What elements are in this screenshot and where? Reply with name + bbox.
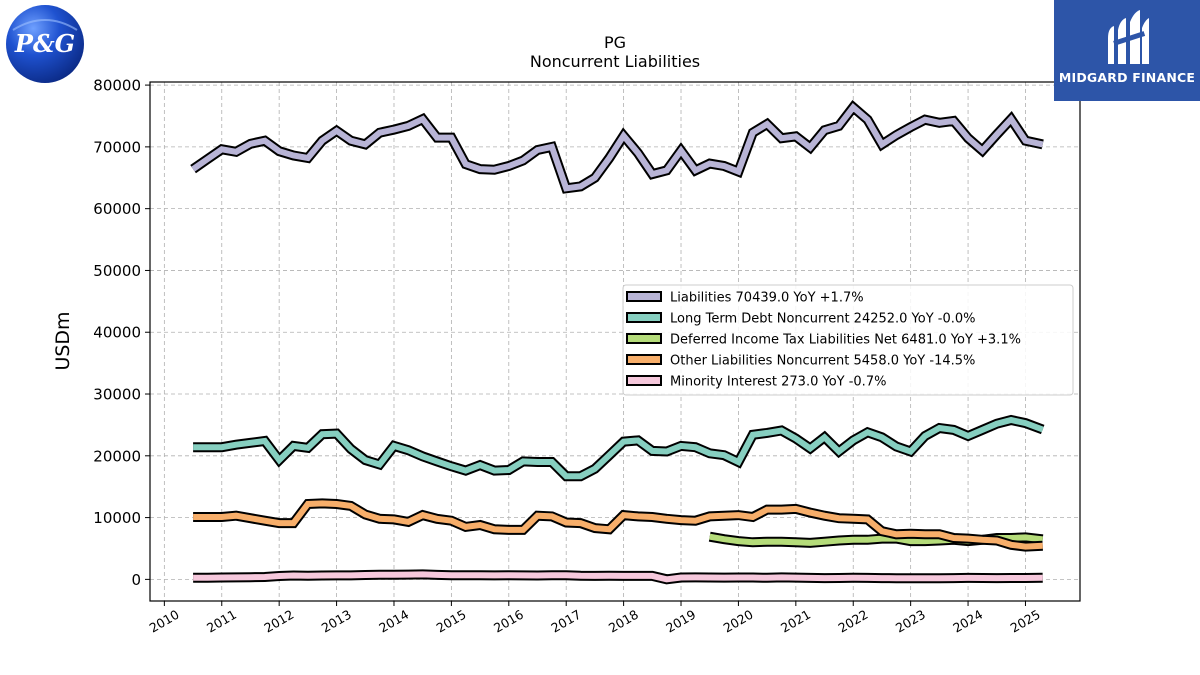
x-tick-label: 2019 bbox=[663, 607, 698, 636]
series-2 bbox=[193, 414, 1045, 482]
legend-label: Minority Interest 273.0 YoY -0.7% bbox=[670, 375, 886, 390]
series-line bbox=[193, 416, 1044, 480]
legend-swatch bbox=[626, 375, 662, 386]
y-tick-label: 20000 bbox=[93, 447, 141, 465]
y-tick-label: 0 bbox=[131, 571, 141, 589]
legend-label: Deferred Income Tax Liabilities Net 6481… bbox=[670, 333, 1021, 348]
x-tick-label: 2017 bbox=[548, 607, 583, 636]
midgard-logo-icon bbox=[1108, 10, 1149, 64]
x-axis: 2010 2011 2012 2013 2014 2015 2016 2017 2018 2019… bbox=[147, 601, 1043, 636]
y-tick-label: 10000 bbox=[93, 509, 141, 527]
x-tick-label: 2011 bbox=[204, 607, 239, 636]
x-tick-label: 2018 bbox=[606, 607, 641, 636]
legend: Liabilities 70439.0 YoY +1.7% Long Term D… bbox=[622, 284, 1074, 396]
x-tick-label: 2014 bbox=[376, 607, 411, 636]
y-axis-label: USDm bbox=[52, 311, 74, 370]
x-tick-label: 2016 bbox=[491, 607, 526, 636]
legend-label: Long Term Debt Noncurrent 24252.0 YoY -0… bbox=[670, 312, 976, 327]
x-tick-label: 2013 bbox=[319, 607, 354, 636]
x-tick-label: 2010 bbox=[147, 607, 182, 636]
x-tick-label: 2015 bbox=[434, 607, 469, 636]
midgard-finance-logo: MIDGARD FINANCE bbox=[1054, 0, 1200, 101]
y-tick-label: 80000 bbox=[93, 77, 141, 95]
x-tick-label: 2012 bbox=[261, 607, 296, 636]
x-tick-label: 2021 bbox=[778, 607, 813, 636]
legend-swatch bbox=[626, 354, 662, 365]
y-tick-label: 70000 bbox=[93, 138, 141, 156]
series-1 bbox=[190, 100, 1044, 194]
series-line bbox=[191, 102, 1044, 192]
chart-subtitle: Noncurrent Liabilities bbox=[529, 52, 701, 71]
y-tick-label: 60000 bbox=[93, 200, 141, 218]
series-5 bbox=[193, 569, 1043, 585]
x-tick-label: 2023 bbox=[893, 607, 928, 636]
y-axis: 0 10000 20000 30000 40000 50000 60000 70000 8000… bbox=[93, 77, 150, 589]
x-tick-label: 2024 bbox=[950, 607, 985, 636]
pg-logo: P&G bbox=[5, 4, 85, 84]
legend-swatch bbox=[626, 291, 662, 302]
legend-swatch bbox=[626, 333, 662, 344]
x-tick-label: 2022 bbox=[835, 607, 870, 636]
series-layer bbox=[190, 100, 1045, 585]
legend-frame bbox=[622, 284, 1074, 396]
x-tick-label: 2025 bbox=[1008, 607, 1043, 636]
y-tick-label: 50000 bbox=[93, 262, 141, 280]
pg-logo-icon: P&G bbox=[6, 5, 84, 83]
series-line bbox=[193, 571, 1043, 583]
svg-text:P&G: P&G bbox=[14, 29, 75, 58]
series-4 bbox=[193, 498, 1043, 552]
y-tick-label: 40000 bbox=[93, 324, 141, 342]
series-line bbox=[193, 500, 1043, 550]
legend-label: Liabilities 70439.0 YoY +1.7% bbox=[670, 291, 864, 306]
legend-swatch bbox=[626, 312, 662, 323]
legend-label: Other Liabilities Noncurrent 5458.0 YoY … bbox=[670, 354, 975, 369]
plot-frame bbox=[149, 81, 1081, 602]
y-tick-label: 30000 bbox=[93, 386, 141, 404]
midgard-finance-wordmark: MIDGARD FINANCE bbox=[1058, 70, 1196, 85]
chart-title: PG bbox=[603, 33, 627, 52]
x-tick-label: 2020 bbox=[721, 607, 756, 636]
